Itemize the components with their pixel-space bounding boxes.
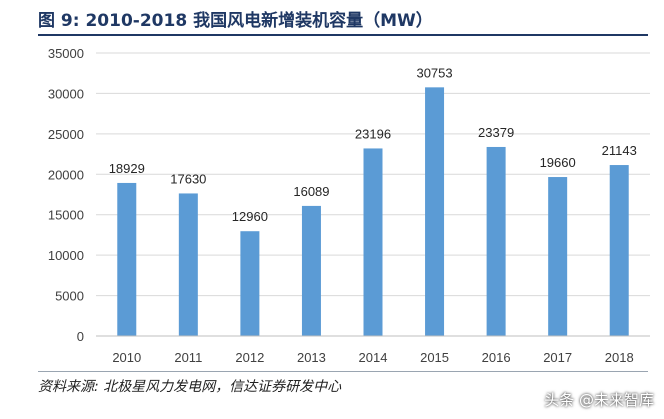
data-label: 16089 [293,184,329,199]
bar-2014 [363,148,383,336]
y-tick-label: 30000 [48,86,84,101]
y-tick-label: 25000 [48,127,84,142]
x-axis-ticks: 2010 2011 2012 2013 2014 2015 2016 2017 2018 [112,350,633,365]
x-tick-label: 2013 [297,350,326,365]
bars [117,87,629,336]
bar-2018 [609,165,629,336]
data-label: 19660 [540,155,576,170]
bar-2012 [240,231,260,336]
x-tick-label: 2014 [359,350,388,365]
bar-2016 [486,146,506,336]
watermark-text: 头条 @未来智库 [544,391,654,409]
data-label: 23379 [478,125,514,140]
y-tick-label: 5000 [55,289,84,304]
data-label: 21143 [602,143,637,158]
data-label: 23196 [355,126,391,141]
y-tick-label: 20000 [48,167,84,182]
x-tick-label: 2018 [605,350,634,365]
x-tick-label: 2017 [543,350,572,365]
y-tick-label: 15000 [48,208,84,223]
x-tick-label: 2010 [112,350,141,365]
x-tick-label: 2012 [235,350,264,365]
x-tick-label: 2011 [174,350,202,365]
y-tick-label: 35000 [48,46,84,61]
y-axis-ticks: 0 5000 10000 15000 20000 25000 30000 35000 [48,46,84,344]
y-tick-label: 10000 [48,248,84,263]
y-tick-label: 0 [77,329,84,344]
data-labels: 18929 17630 12960 16089 23196 30753 23379 19660… [109,65,637,224]
x-tick-label: 2015 [420,350,449,365]
data-label: 18929 [109,161,145,176]
data-label: 17630 [170,171,206,186]
bar-2011 [178,193,198,336]
bar-2010 [117,182,137,336]
source-rule [38,371,648,372]
title-rule [38,34,648,36]
bar-2017 [548,177,568,336]
data-label: 12960 [232,209,268,224]
x-tick-label: 2016 [482,350,511,365]
data-label: 30753 [416,65,452,80]
source-note: 资料来源: 北极星风力发电网，信达证券研发中心 [38,379,342,395]
bar-chart: 0 5000 10000 15000 20000 25000 30000 35000 1892… [48,46,650,365]
bar-2013 [301,205,321,336]
figure-title: 图 9: 2010-2018 我国风电新增装机容量（MW） [38,11,433,31]
bar-2015 [425,87,445,336]
